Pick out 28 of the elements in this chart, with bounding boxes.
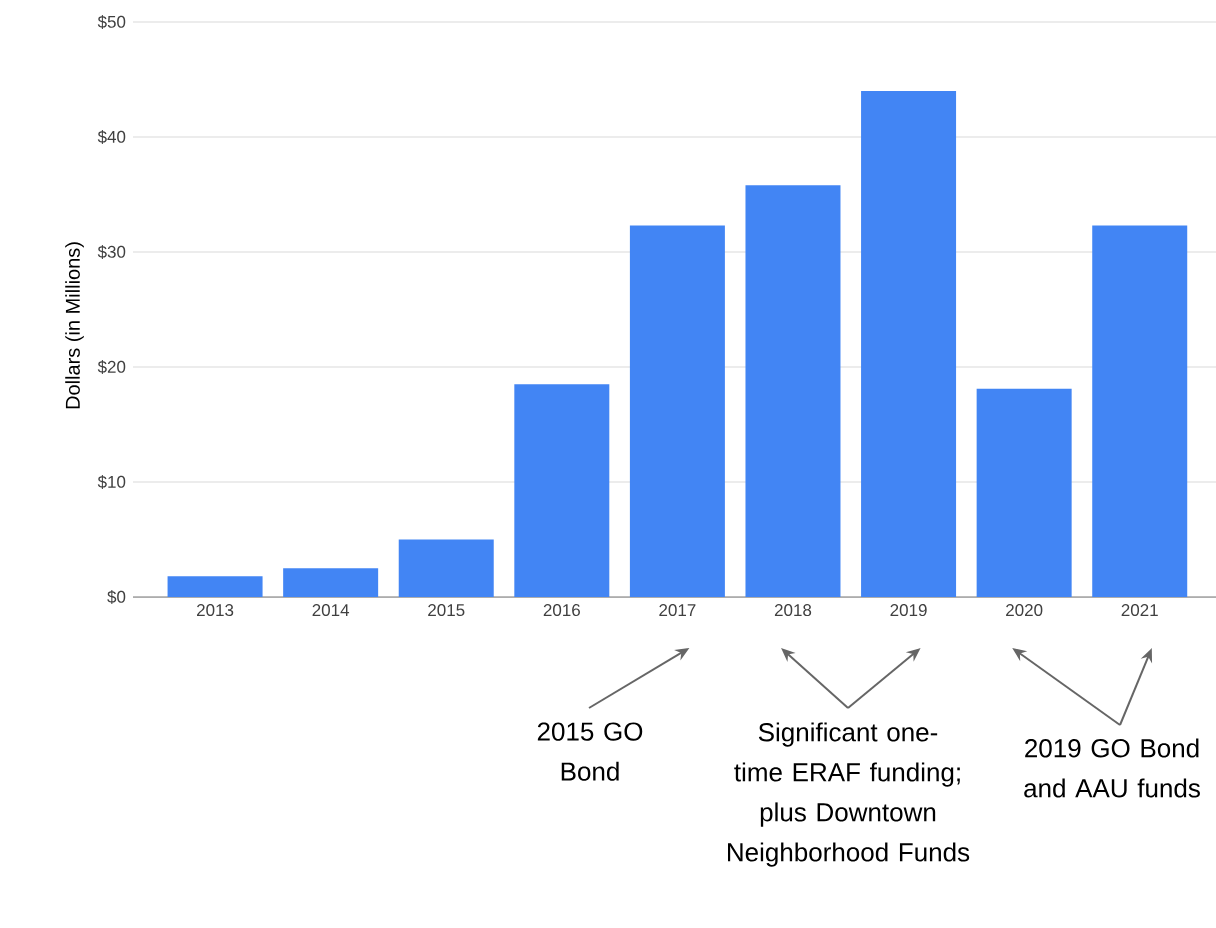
bar [283,568,379,597]
x-tick-label: 2020 [1006,604,1043,617]
bar [745,185,841,597]
text: 2015 GO Bond [537,722,643,781]
y-axis-title: Dollars (in Millions) [65,242,84,409]
bar [861,91,957,597]
y-tick-label: $40 [97,130,126,144]
bar [1092,225,1188,597]
text: 2019 GO Bond and AAU funds [1024,738,1200,798]
x-tick-label: 2018 [774,604,812,617]
bar [167,576,263,597]
x-tick-label: 2015 [428,604,465,617]
bar [398,539,494,597]
x-tick-label: 2021 [1121,604,1158,617]
bar [514,384,610,597]
y-tick-label: $50 [97,15,126,29]
y-tick-label: $10 [97,475,126,489]
y-tick-label: $0 [107,590,126,604]
x-tick-label: 2013 [197,604,234,617]
y-tick-label: $20 [97,360,126,374]
x-tick-label: 2019 [890,604,927,617]
x-tick-label: 2017 [659,604,696,617]
bar [629,225,725,597]
x-tick-label: 2014 [312,604,350,617]
text: Significant one-time ERAF funding; plus Downtown Neighborhood Funds [728,722,970,867]
bar [976,388,1072,597]
x-tick-label: 2016 [543,604,580,617]
y-tick-label: $30 [97,245,126,259]
